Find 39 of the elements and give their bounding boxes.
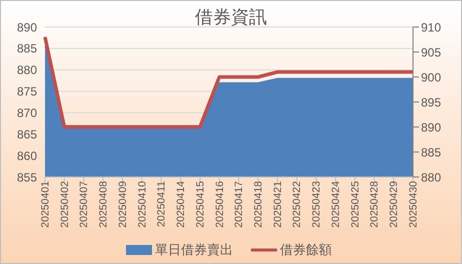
x-tick-label: 20250424 — [330, 180, 342, 228]
x-tick-label: 20250423 — [310, 180, 323, 228]
x-tick-label: 20250425 — [349, 180, 362, 228]
x-tick-label: 20250417 — [233, 180, 246, 228]
y-tick-label: 880 — [16, 63, 38, 78]
x-tick-label: 20250418 — [252, 180, 265, 228]
y2-tick-label: 895 — [421, 95, 442, 110]
x-tick-label: 20250410 — [136, 180, 148, 228]
line-series — [43, 35, 415, 129]
y-tick-label: 875 — [16, 84, 38, 99]
x-tick-label: 20250411 — [156, 180, 168, 227]
x-tick-label: 20250428 — [368, 180, 381, 228]
y2-tick-label: 890 — [421, 120, 442, 134]
x-tick-label: 20250416 — [214, 180, 226, 228]
y-tick-label: 890 — [16, 20, 38, 34]
y-tick-label: 855 — [16, 170, 38, 184]
x-tick-label: 20250429 — [388, 180, 400, 228]
y2-tick-label: 885 — [421, 145, 442, 160]
x-tick-label: 20250401 — [39, 180, 52, 228]
x-tick-label: 20250422 — [291, 180, 304, 228]
x-tick-label: 20250409 — [116, 180, 129, 228]
y2-tick-label: 910 — [421, 20, 442, 34]
y2-tick-label: 905 — [421, 45, 442, 60]
x-tick-label: 20250407 — [78, 180, 90, 228]
x-tick-label: 20250414 — [175, 180, 188, 228]
x-tick-label: 20250402 — [58, 180, 71, 228]
legend-label: 借券餘額 — [280, 241, 332, 259]
x-tick-label: 20250430 — [407, 180, 420, 228]
y-tick-label: 860 — [16, 148, 38, 163]
y-tick-label: 885 — [16, 42, 38, 56]
y-tick-label: 865 — [16, 127, 38, 142]
x-tick-label: 20250415 — [194, 180, 206, 228]
chart-title: 借券資訊 — [195, 7, 267, 27]
y-tick-label: 870 — [16, 106, 38, 120]
x-tick-label: 20250408 — [98, 180, 110, 228]
legend-label: 單日借券賣出 — [155, 241, 233, 259]
y2-tick-label: 880 — [421, 170, 442, 184]
y2-tick-label: 900 — [421, 70, 442, 84]
x-tick-label: 20250421 — [272, 180, 284, 228]
